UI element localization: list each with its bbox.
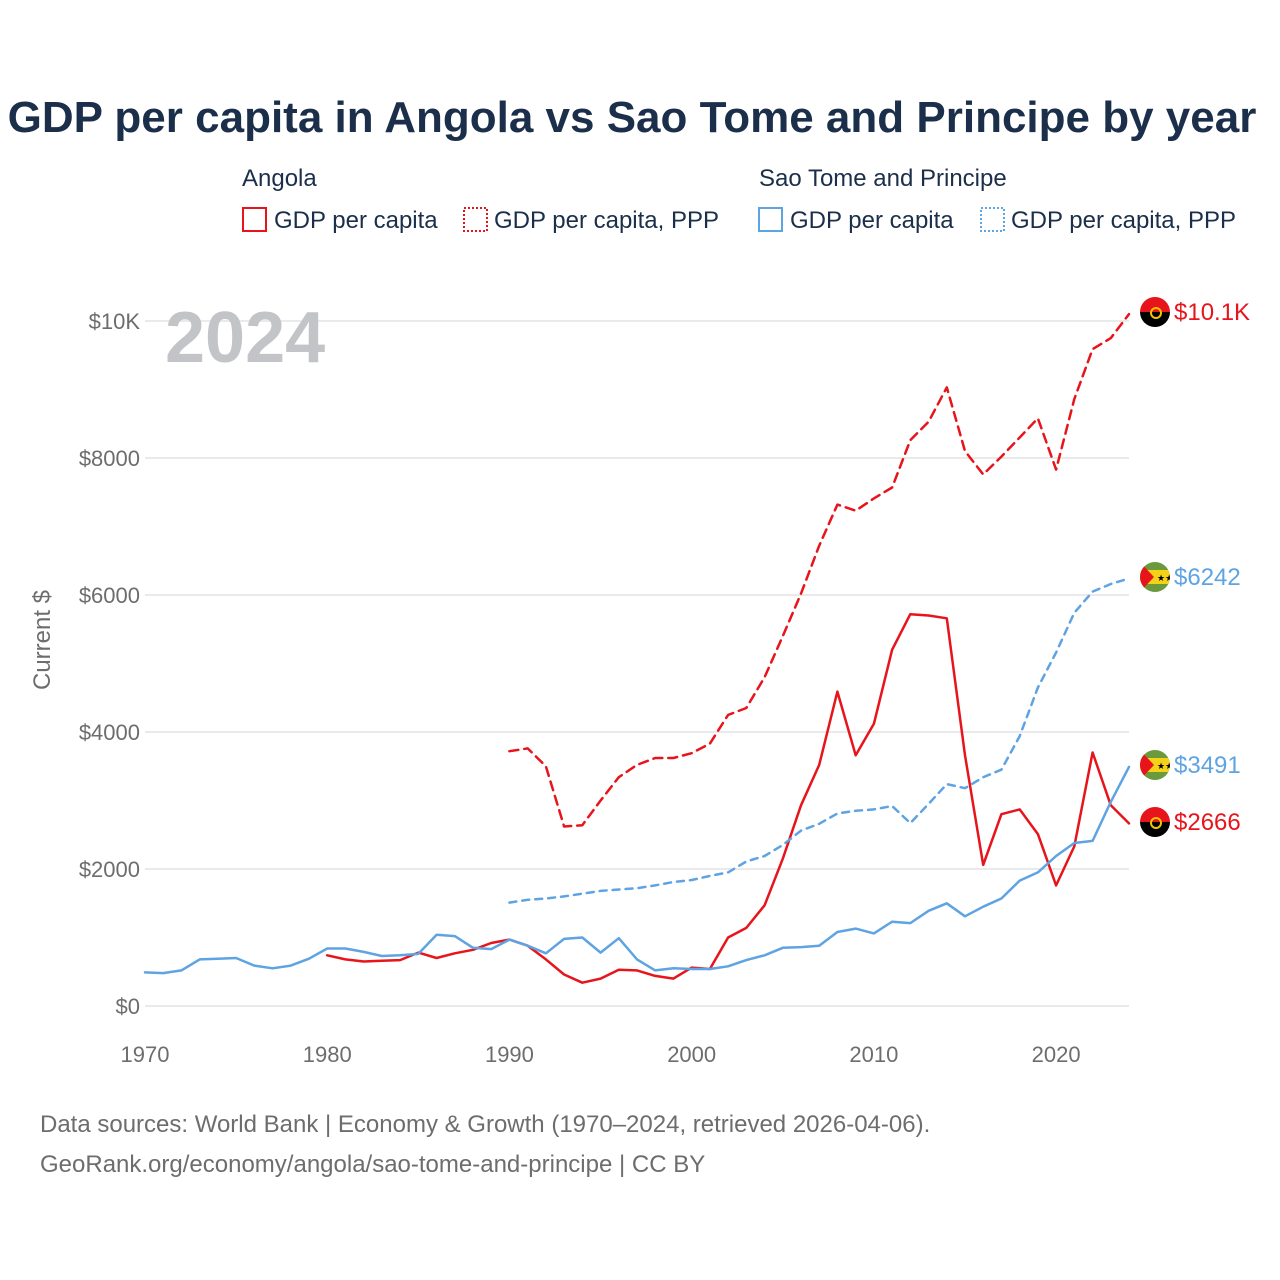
legend-swatch-angola-gdp-ppp xyxy=(463,207,488,232)
end-label-angola-gdp-ppp: $10.1K xyxy=(1174,299,1250,326)
chart-title: GDP per capita in Angola vs Sao Tome and… xyxy=(8,93,1257,142)
y-tick-label: $4000 xyxy=(79,720,140,745)
series-line-4 xyxy=(508,577,1131,904)
svg-text:★★: ★★ xyxy=(1157,761,1173,771)
angola-flag-icon xyxy=(1140,807,1170,837)
x-tick-label: 2020 xyxy=(1032,1042,1081,1067)
legend-swatch-stp-gdp-ppp xyxy=(980,207,1005,232)
legend-label-stp-gdp-ppp: GDP per capita, PPP xyxy=(1011,207,1236,234)
x-axis-ticks: 1970 1980 1990 2000 2010 2020 xyxy=(121,1042,1081,1067)
sao-tome-flag-icon: ★★ xyxy=(1140,750,1173,780)
legend-label-stp-gdp: GDP per capita xyxy=(790,207,954,234)
gridlines xyxy=(145,320,1129,1007)
svg-text:★★: ★★ xyxy=(1157,573,1173,583)
y-axis-label: Current $ xyxy=(29,590,56,690)
y-tick-label: $10K xyxy=(89,309,141,334)
y-tick-label: $2000 xyxy=(79,857,140,882)
y-axis-ticks: $0 $2000 $4000 $6000 $8000 $10K xyxy=(79,309,141,1019)
y-tick-label: $0 xyxy=(116,994,140,1019)
legend-label-angola-gdp: GDP per capita xyxy=(274,207,438,234)
x-tick-label: 1970 xyxy=(121,1042,170,1067)
x-tick-label: 2010 xyxy=(849,1042,898,1067)
end-label-stp-gdp: $3491 xyxy=(1174,752,1241,779)
legend: Angola GDP per capita GDP per capita, PP… xyxy=(242,165,1236,234)
angola-flag-icon xyxy=(1140,297,1170,327)
legend-swatch-angola-gdp xyxy=(242,207,267,232)
end-label-stp-gdp-ppp: $6242 xyxy=(1174,564,1241,591)
year-watermark: 2024 xyxy=(165,298,325,378)
series-line-3 xyxy=(143,765,1131,975)
x-tick-label: 1990 xyxy=(485,1042,534,1067)
legend-label-angola-gdp-ppp: GDP per capita, PPP xyxy=(494,207,719,234)
x-tick-label: 2000 xyxy=(667,1042,716,1067)
y-tick-label: $6000 xyxy=(79,583,140,608)
legend-group-angola: Angola xyxy=(242,165,317,192)
series-lines xyxy=(143,312,1131,984)
legend-swatch-stp-gdp xyxy=(758,207,783,232)
credit-link[interactable]: GeoRank.org/economy/angola/sao-tome-and-… xyxy=(40,1151,705,1178)
x-tick-label: 1980 xyxy=(303,1042,352,1067)
y-tick-label: $8000 xyxy=(79,446,140,471)
legend-group-stp: Sao Tome and Principe xyxy=(759,165,1007,192)
series-line-2 xyxy=(508,312,1131,828)
series-line-1 xyxy=(325,612,1131,984)
end-label-angola-gdp: $2666 xyxy=(1174,809,1241,836)
sao-tome-flag-icon: ★★ xyxy=(1140,562,1173,592)
source-note: Data sources: World Bank | Economy & Gro… xyxy=(40,1111,930,1138)
